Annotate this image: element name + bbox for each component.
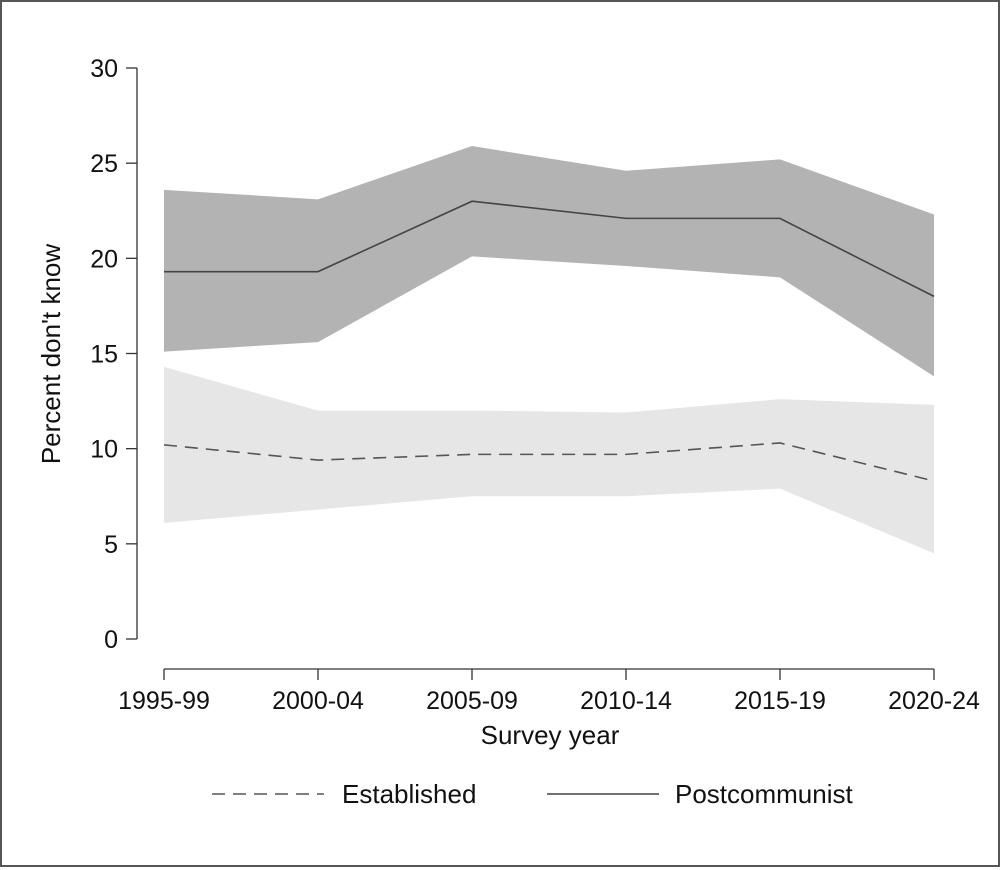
legend-label-established: Established xyxy=(342,779,476,809)
y-tick-label: 20 xyxy=(90,245,118,273)
series-lines xyxy=(163,200,935,482)
series-line-postcommunist xyxy=(164,200,935,298)
y-tick-label: 30 xyxy=(90,55,118,83)
ci-band-postcommunist xyxy=(164,146,934,377)
x-tick-label: 2010-14 xyxy=(580,687,672,715)
y-tick-label: 10 xyxy=(90,436,118,464)
confidence-bands xyxy=(164,146,934,554)
y-tick-label: 25 xyxy=(90,150,118,178)
y-tick-label: 5 xyxy=(104,531,118,559)
x-tick-label: 2020-24 xyxy=(888,687,980,715)
x-tick-label: 1995-99 xyxy=(118,687,210,715)
x-tick-label: 2015-19 xyxy=(734,687,826,715)
y-axis-title: Percent don't know xyxy=(36,244,66,465)
axes: 0 5 10 15 20 25 30 1995-99 2000-04 2005-09 2010-14… xyxy=(90,55,980,715)
x-tick-label: 2000-04 xyxy=(272,687,364,715)
legend-label-postcommunist: Postcommunist xyxy=(675,779,853,809)
x-tick-label: 2005-09 xyxy=(426,687,518,715)
x-axis-title: Survey year xyxy=(481,720,620,750)
y-tick-label: 15 xyxy=(90,341,118,369)
ci-band-established xyxy=(164,366,934,554)
legend: Established Postcommunist xyxy=(212,779,853,809)
y-tick-label: 0 xyxy=(104,626,118,654)
series-line-established xyxy=(163,442,935,482)
